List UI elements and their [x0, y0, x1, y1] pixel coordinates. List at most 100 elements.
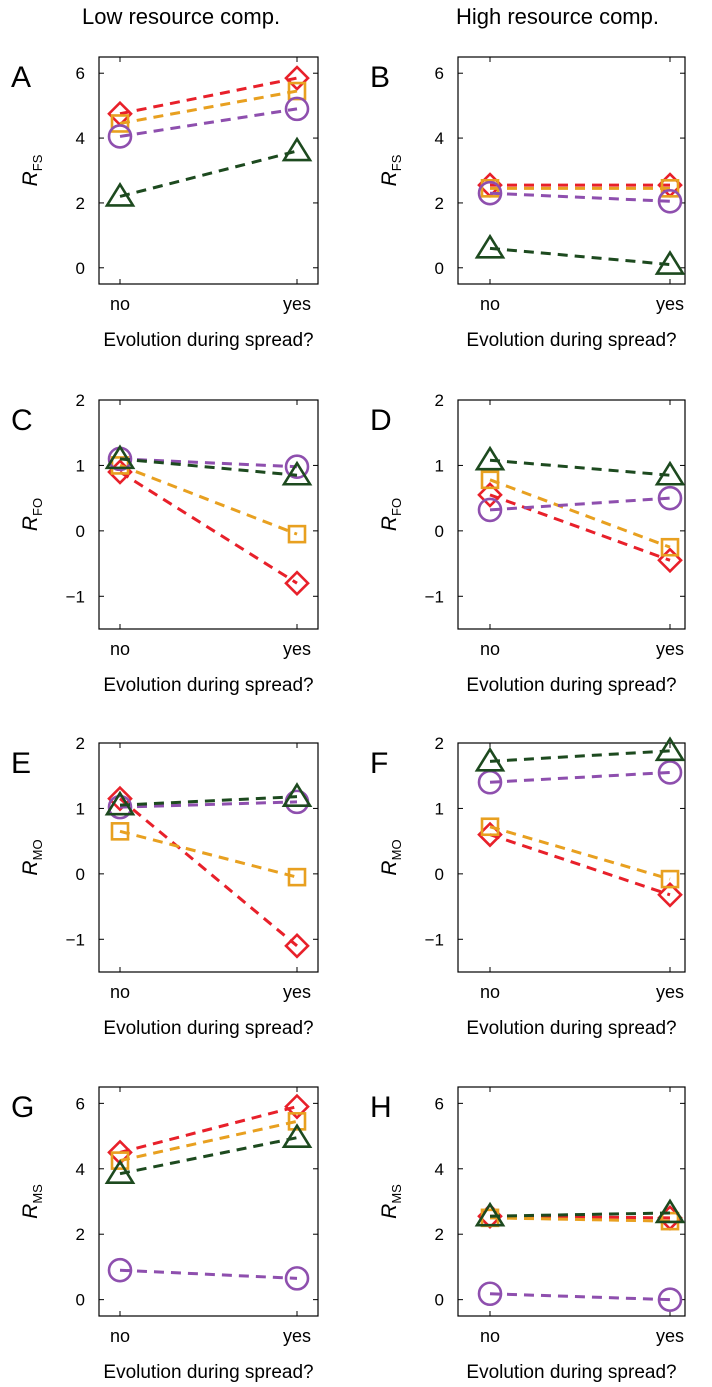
- marker-triangle-no: [474, 233, 506, 259]
- series-line-circle: [489, 191, 671, 203]
- x-tick-label: yes: [656, 1326, 684, 1346]
- marker-diamond-yes: [284, 65, 310, 91]
- panel-g: G 0 2 4 6 no yes Evolution during spread? RMS: [11, 1086, 319, 1383]
- series-line-triangle: [119, 1136, 298, 1176]
- x-tick-label: no: [110, 639, 130, 659]
- marker-triangle-no: [104, 444, 136, 470]
- x-axis-label: Evolution during spread?: [103, 330, 313, 351]
- x-axis-label: Evolution during spread?: [466, 1018, 676, 1039]
- marker-diamond-yes: [284, 570, 310, 597]
- marker-square-yes: [287, 1112, 307, 1131]
- marker-circle-yes: [284, 454, 310, 480]
- series-line-triangle: [119, 457, 298, 477]
- y-tick-label: 6: [435, 64, 444, 83]
- marker-diamond-no: [107, 785, 133, 812]
- series-line-circle: [489, 1292, 671, 1302]
- marker-circle-no: [477, 497, 503, 523]
- series-line-triangle: [489, 458, 671, 477]
- x-tick-label: yes: [656, 639, 684, 659]
- y-tick-label: −1: [425, 930, 444, 949]
- series-line-diamond: [489, 833, 671, 897]
- y-tick-label: 6: [76, 1094, 85, 1113]
- marker-circle-no: [107, 794, 133, 820]
- marker-diamond-no: [477, 482, 503, 508]
- y-tick-label: 2: [435, 1225, 444, 1244]
- marker-triangle-yes: [281, 1123, 313, 1149]
- y-tick-label: −1: [66, 587, 85, 606]
- series-line-circle: [119, 800, 298, 809]
- axes-frame: [98, 56, 319, 285]
- series-line-square: [119, 1119, 298, 1163]
- x-tick-label: no: [480, 294, 500, 314]
- marker-square-no: [480, 817, 500, 837]
- marker-triangle-yes: [281, 782, 313, 807]
- x-tick-label: no: [110, 1326, 130, 1346]
- panel-e: E −1 0 1 2 no yes Evolution during spread? RMO: [11, 734, 319, 1039]
- x-tick-label: yes: [656, 294, 684, 314]
- y-tick-label: −1: [425, 587, 444, 606]
- series-line-square: [119, 464, 298, 536]
- panel-a: A 0 2 4 6 no yes Evolution during spread? RFS: [11, 56, 319, 351]
- series-line-circle: [119, 1268, 298, 1280]
- marker-circle-yes: [657, 760, 683, 785]
- marker-diamond-yes: [657, 547, 683, 574]
- panel-f: F −1 0 1 2 no yes Evolution during spread? RMO: [370, 734, 686, 1039]
- marker-square-no: [480, 470, 500, 490]
- marker-circle-no: [107, 124, 133, 149]
- panel-b: B 0 2 4 6 no yes Evolution during spread? RFS: [370, 56, 686, 351]
- panel-label: D: [370, 404, 392, 437]
- axes-frame: [457, 742, 686, 973]
- marker-diamond-yes: [284, 1093, 310, 1120]
- marker-triangle-yes: [654, 736, 686, 762]
- x-axis-label: Evolution during spread?: [466, 675, 676, 696]
- marker-square-yes: [660, 869, 680, 889]
- series-line-square: [489, 825, 671, 881]
- y-tick-label: 4: [76, 1160, 85, 1179]
- marker-triangle-no: [474, 445, 506, 471]
- series-line-triangle: [489, 246, 671, 267]
- y-tick-label: 0: [435, 865, 444, 884]
- series-line-triangle: [119, 149, 298, 198]
- y-axis-label: RFO: [19, 498, 45, 531]
- series-line-triangle: [119, 795, 298, 807]
- y-tick-label: 2: [76, 1225, 85, 1244]
- marker-triangle-no: [104, 790, 136, 816]
- marker-circle-no: [477, 180, 503, 206]
- x-tick-label: no: [110, 982, 130, 1002]
- series-line-circle: [119, 107, 298, 138]
- axes-frame: [457, 1086, 686, 1317]
- series-line-triangle: [489, 1211, 671, 1218]
- panel-label: G: [11, 1091, 34, 1124]
- series-line-diamond: [119, 797, 298, 947]
- marker-triangle-yes: [654, 460, 686, 486]
- x-tick-label: no: [480, 639, 500, 659]
- y-tick-label: 1: [435, 456, 444, 475]
- y-tick-label: 1: [435, 799, 444, 818]
- y-tick-label: 0: [76, 1291, 85, 1310]
- y-axis-label: RFO: [378, 498, 404, 531]
- marker-triangle-no: [474, 1201, 506, 1227]
- x-tick-label: no: [110, 294, 130, 314]
- marker-diamond-yes: [657, 881, 683, 908]
- x-tick-label: yes: [283, 1326, 311, 1346]
- y-axis-label: RMO: [378, 839, 404, 875]
- panel-label: E: [11, 747, 31, 780]
- series-line-triangle: [489, 749, 671, 763]
- marker-circle-no: [107, 1257, 133, 1283]
- panel-label: A: [11, 61, 31, 94]
- axes-frame: [98, 1086, 319, 1317]
- panel-label: C: [11, 404, 33, 437]
- y-tick-label: 2: [76, 194, 85, 213]
- y-tick-label: 6: [76, 64, 85, 83]
- y-tick-label: 4: [76, 129, 85, 148]
- y-tick-label: 1: [76, 799, 85, 818]
- y-tick-label: −1: [66, 930, 85, 949]
- y-tick-label: 4: [435, 1160, 444, 1179]
- y-tick-label: 0: [76, 865, 85, 884]
- x-tick-label: yes: [283, 294, 311, 314]
- axes-frame: [457, 56, 686, 285]
- marker-triangle-yes: [281, 136, 313, 162]
- y-axis-label: RFS: [378, 154, 404, 186]
- x-axis-label: Evolution during spread?: [466, 330, 676, 351]
